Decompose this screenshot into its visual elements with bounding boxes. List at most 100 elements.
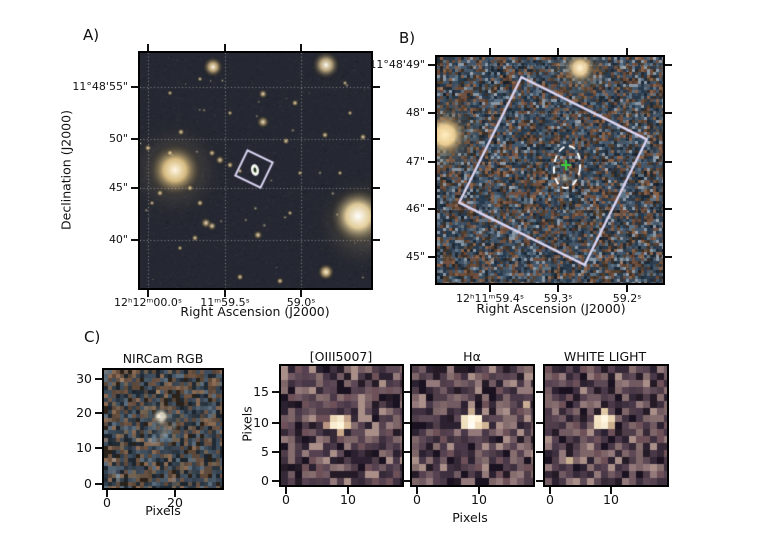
oiii-bottom-tick [285,487,287,494]
panel-b-ytick-label: 46" [405,202,425,215]
panel-b-ytick-label: 11°48'49" [369,58,425,71]
panel-b-right-tick [665,256,672,258]
oiii-xtick-label: 0 [282,492,290,507]
oiii-canvas [281,366,402,485]
panel-a-ytick-label: 40" [108,233,128,246]
oiii-bottom-tick [347,487,349,494]
panel-a-bottom-tick [224,290,226,297]
panel-a-left-tick [131,86,138,88]
panel-a-bottom-tick [147,290,149,297]
panel-b-left-tick [428,161,435,163]
nircam-ytick-label: 10 [76,440,92,455]
nircam-image [102,368,224,490]
nircam-xtick-label: 0 [103,495,111,510]
panel-b-bottom-tick [557,285,559,292]
nircam-left-tick [95,483,102,485]
halpha-left-tick [403,480,410,482]
nircam-ytick-label: 30 [76,371,92,386]
panel-a-left-tick [131,138,138,140]
halpha-bottom-tick [416,487,418,494]
panel-b-sky-canvas [437,57,663,283]
panel-a-left-tick [131,187,138,189]
panel-a-sky-canvas [140,53,371,288]
nircam-xtick-label: 20 [167,495,183,510]
panel-b-ytick-label: 45" [405,250,425,263]
panel-b-left-tick [428,112,435,114]
halpha-image [410,364,535,487]
panel-b-ytick-label: 47" [405,155,425,168]
panel-a-xtick-label: 12ʰ12ᵐ00.0ˢ [114,296,182,309]
panel-a-top-tick [147,44,149,51]
white-light-left-tick [536,451,543,453]
oiii-ytick-label: 5 [261,444,269,459]
panel-a-ylabel: Declination (J2000) [58,110,74,230]
halpha-left-tick [403,451,410,453]
panel-a-top-tick [300,44,302,51]
panel-a-right-tick [373,138,380,140]
panel-a-top-tick [224,44,226,51]
nircam-title: NIRCam RGB [122,351,204,366]
panel-b-right-tick [665,161,672,163]
halpha-bottom-tick [478,487,480,494]
oiii-ytick-label: 15 [253,384,269,399]
nircam-left-tick [95,447,102,449]
panel-b-xtick-label: 12ʰ11ᵐ59.4ˢ [456,292,524,305]
oiii-left-tick [272,422,279,424]
halpha-canvas [412,366,533,485]
panel-a-xlabel: Right Ascension (J2000) [180,304,330,319]
panel-b-bottom-tick [489,285,491,292]
panel-c-shared-xlabel: Pixels [452,510,488,525]
panel-c-label: C) [84,328,101,346]
panel-b-left-tick [428,256,435,258]
panel-b-ytick-label: 48" [405,106,425,119]
white-light-left-tick [536,422,543,424]
white-light-bottom-tick [549,487,551,494]
oiii-left-tick [272,480,279,482]
panel-b-left-tick [428,64,435,66]
panel-a-image [138,51,373,290]
panel-b-label: B) [399,29,416,47]
panel-b-top-tick [626,48,628,55]
nircam-bottom-tick [174,490,176,497]
nircam-left-tick [95,412,102,414]
halpha-title: Hα [463,349,481,364]
white-light-canvas [545,366,667,485]
white-light-title: WHITE LIGHT [563,349,647,364]
white-light-xtick-label: 0 [546,492,554,507]
panel-b-left-tick [428,208,435,210]
oiii-left-tick [272,391,279,393]
panel-b-image [435,55,665,285]
panel-b-bottom-tick [626,285,628,292]
panel-a-right-tick [373,86,380,88]
white-light-xtick-label: 10 [603,492,619,507]
panel-b-xlabel: Right Ascension (J2000) [476,301,626,316]
halpha-left-tick [403,422,410,424]
oiii-ytick-label: 0 [261,473,269,488]
panel-a-right-tick [373,239,380,241]
halpha-xtick-label: 0 [413,492,421,507]
panel-a-left-tick [131,239,138,241]
panel-b-top-tick [557,48,559,55]
panel-b-xtick-label: 59.3ˢ [543,292,573,305]
oiii-title: [OIII5007] [309,349,373,364]
nircam-bottom-tick [106,490,108,497]
panel-b-xtick-label: 59.2ˢ [612,292,642,305]
nircam-xlabel: Pixels [145,503,181,518]
panel-a-label: A) [83,26,100,44]
white-light-bottom-tick [610,487,612,494]
nircam-ytick-label: 0 [84,476,92,491]
white-light-image [543,364,669,487]
white-light-left-tick [536,480,543,482]
oiii-left-tick [272,451,279,453]
panel-b-right-tick [665,112,672,114]
oiii-xtick-label: 10 [340,492,356,507]
panel-a-right-tick [373,187,380,189]
panel-a-bottom-tick [300,290,302,297]
nircam-canvas [104,370,222,488]
white-light-left-tick [536,391,543,393]
nircam-left-tick [95,378,102,380]
halpha-xtick-label: 10 [471,492,487,507]
panel-a-ytick-label: 50" [108,132,128,145]
panel-b-right-tick [665,64,672,66]
